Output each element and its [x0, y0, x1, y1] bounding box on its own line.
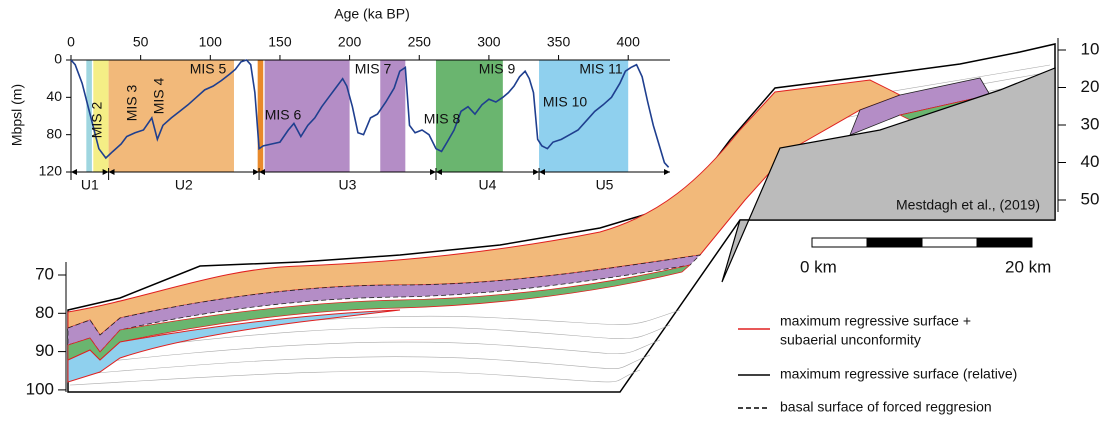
stage-label: MIS 6 — [265, 107, 302, 123]
stage-label: MIS 4 — [151, 78, 167, 115]
left-tick-label: 100 — [26, 379, 54, 398]
x-axis-title: Age (ka BP) — [334, 6, 409, 22]
y-tick-label: 80 — [46, 125, 62, 141]
scale-end: 20 km — [1005, 257, 1051, 276]
stage-label: MIS 5 — [190, 61, 227, 77]
stage-label: MIS 8 — [424, 111, 461, 127]
cross-section — [67, 43, 1056, 393]
mis-band — [435, 60, 503, 172]
x-tick-label: 50 — [133, 34, 149, 50]
mis-band — [380, 60, 406, 172]
x-tick-label: 150 — [268, 34, 292, 50]
left-tick-label: 70 — [35, 264, 54, 283]
legend-label: basal surface of forced reggresion — [780, 399, 992, 415]
x-tick-label: 300 — [477, 34, 501, 50]
x-tick-label: 0 — [67, 34, 75, 50]
x-tick-label: 200 — [338, 34, 362, 50]
stage-label: MIS 11 — [579, 61, 623, 77]
y-tick-label: 120 — [39, 163, 63, 179]
right-tick-label: 30 — [1081, 114, 1100, 133]
legend-label: maximum regressive surface + — [780, 313, 971, 329]
reflectors — [69, 64, 1051, 386]
unit-label: U5 — [596, 177, 614, 193]
unit-label: U3 — [339, 177, 357, 193]
right-tick-label: 40 — [1081, 152, 1100, 171]
mis-band — [257, 60, 264, 172]
unit-label: U1 — [81, 177, 99, 193]
stage-label: MIS 7 — [355, 61, 392, 77]
stage-label: MIS 10 — [543, 94, 588, 110]
legend-label: maximum regressive surface (relative) — [780, 366, 1017, 382]
right-tick-label: 50 — [1081, 189, 1100, 208]
left-tick-label: 80 — [35, 303, 54, 322]
y-tick-label: 0 — [54, 51, 62, 67]
mis-band — [264, 60, 350, 172]
unit-label: U4 — [479, 177, 497, 193]
x-tick-label: 250 — [408, 34, 432, 50]
y-tick-label: 40 — [46, 88, 62, 104]
citation: Mestdagh et al., (2019) — [896, 197, 1040, 213]
green-layer — [67, 264, 691, 361]
sea-level-curve — [70, 59, 670, 168]
sea-level-chart: 0 50 100 150 200 250 300 350 400 0 40 80 120 MIS 2 MIS… — [39, 34, 670, 193]
scale-bar — [811, 237, 1033, 248]
right-tick-label: 20 — [1081, 77, 1100, 96]
stage-label: MIS 3 — [124, 85, 140, 122]
basement — [721, 67, 1056, 283]
scale-start: 0 km — [800, 257, 837, 276]
blue-layer — [67, 309, 401, 383]
unit-label: U2 — [175, 177, 193, 193]
mis-band — [108, 60, 234, 172]
x-tick-label: 350 — [547, 34, 571, 50]
stage-label: MIS 2 — [89, 102, 105, 139]
x-tick-label: 400 — [617, 34, 641, 50]
y-axis-title: Mbpsl (m) — [9, 84, 25, 146]
x-tick-label: 100 — [199, 34, 223, 50]
stage-label: MIS 9 — [479, 61, 516, 77]
left-tick-label: 90 — [35, 341, 54, 360]
mis-band — [86, 60, 92, 172]
right-tick-label: 10 — [1081, 39, 1100, 58]
mis-band — [539, 60, 629, 172]
legend-label: subaerial unconformity — [780, 332, 921, 348]
